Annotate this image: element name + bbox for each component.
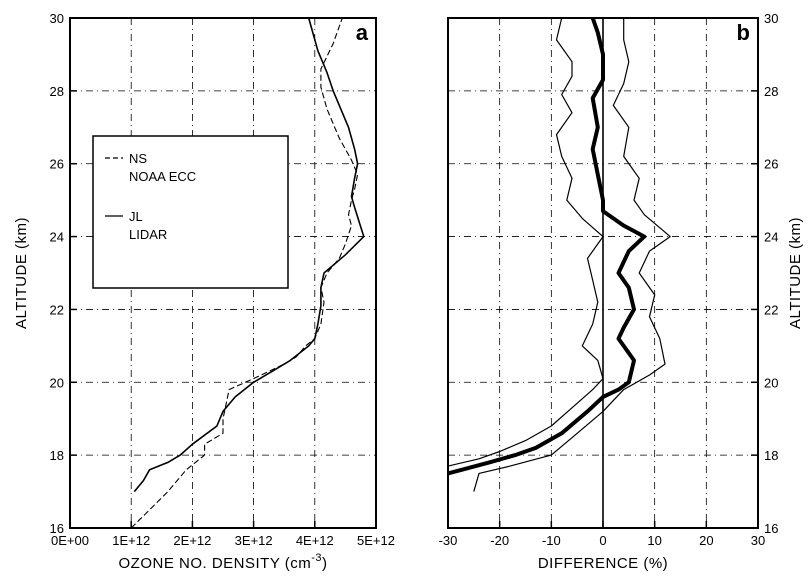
panel-a: 0E+00 1E+12 2E+12 3E+12 4E+12 5E+12 16 18 20 22 24…: [13, 11, 395, 572]
x-tick-label: -10: [542, 533, 561, 548]
x-axis-label-text: OZONE NO. DENSITY (cm: [118, 555, 311, 572]
x-tick-label: 5E+12: [357, 533, 395, 548]
y-tick-label: 18: [50, 448, 64, 463]
x-tick-label: 2E+12: [173, 533, 211, 548]
x-axis-label: DIFFERENCE (%): [538, 555, 668, 572]
x-tick-label: 20: [699, 533, 713, 548]
series-line-dashed: [130, 18, 359, 528]
x-axis-label-text: DIFFERENCE (%): [538, 555, 668, 572]
y-tick-label: 24: [764, 230, 778, 245]
x-tick-label: -30: [439, 533, 458, 548]
y-tick-label: 24: [50, 230, 64, 245]
y-tick-label: 26: [764, 157, 778, 172]
y-tick-label: 30: [764, 11, 778, 26]
legend-label: JL: [129, 209, 143, 224]
panel-b: -30 -20 -10 0 10 20 301618202224262830DIFFEREN…: [439, 11, 804, 572]
series-line-thin: [473, 18, 671, 492]
y-tick-label: 16: [764, 521, 778, 536]
y-tick-label: 26: [50, 157, 64, 172]
y-axis-label: ALTITUDE (km): [13, 217, 30, 329]
series-line-thin: [448, 18, 604, 467]
x-axis-label-superscript: -3: [311, 552, 322, 564]
panel-letter: a: [356, 20, 369, 45]
plot-frame: [69, 17, 377, 529]
x-tick-label: 30: [751, 533, 765, 548]
series-line-thick: [448, 18, 647, 476]
x-tick-label: 0: [599, 533, 606, 548]
y-axis-label: ALTITUDE (km): [787, 217, 804, 329]
legend-sublabel: LIDAR: [129, 227, 167, 242]
y-tick-label: 16: [50, 521, 64, 536]
y-tick-label: 20: [50, 375, 64, 390]
y-tick-label: 28: [50, 84, 64, 99]
y-tick-label: 22: [764, 302, 778, 317]
y-tick-label: 30: [50, 11, 64, 26]
legend-box: [92, 135, 289, 289]
y-tick-label: 28: [764, 84, 778, 99]
series-line-solid: [133, 18, 365, 493]
y-tick-label: 18: [764, 448, 778, 463]
panel-letter: b: [737, 20, 750, 45]
legend-sublabel: NOAA ECC: [129, 169, 196, 184]
x-tick-label: 4E+12: [296, 533, 334, 548]
x-axis-label-close: ): [322, 555, 328, 572]
x-tick-label: 0E+00: [51, 533, 89, 548]
y-tick-label: 20: [764, 375, 778, 390]
x-tick-label: 3E+12: [235, 533, 273, 548]
x-tick-label: 1E+12: [112, 533, 150, 548]
y-tick-label: 22: [50, 302, 64, 317]
legend-label: NS: [129, 151, 147, 166]
x-tick-label: 10: [647, 533, 661, 548]
x-axis-label: OZONE NO. DENSITY (cm-3): [118, 552, 327, 572]
x-tick-label: -20: [490, 533, 509, 548]
